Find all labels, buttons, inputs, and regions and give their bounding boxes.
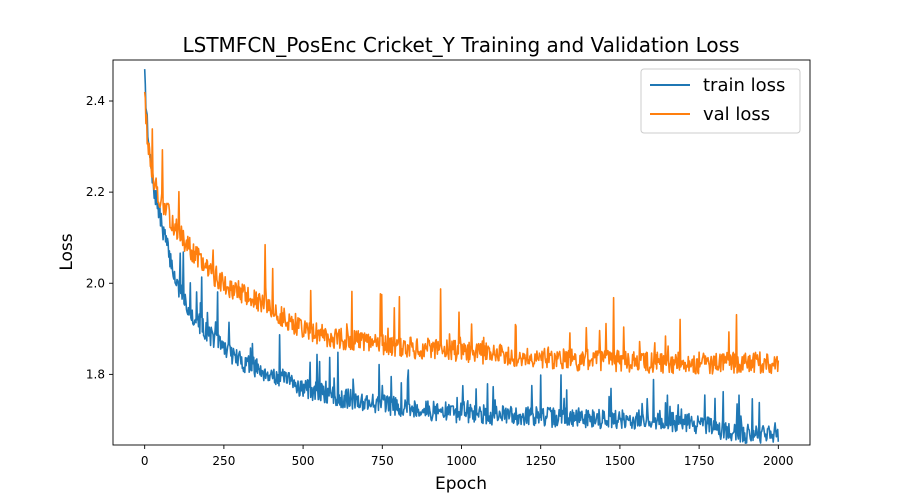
x-axis: 0 250 500 750 1000 1250 1500 1750 2000 — [141, 445, 794, 468]
y-axis-label: Loss — [57, 233, 77, 270]
legend-label-train: train loss — [703, 75, 785, 96]
y-tick-label: 2.2 — [86, 185, 105, 199]
series-layer — [143, 69, 780, 445]
y-tick-label: 2.0 — [86, 276, 105, 290]
x-tick-label: 250 — [212, 454, 235, 468]
x-tick-label: 750 — [371, 454, 394, 468]
x-tick-label: 0 — [141, 454, 149, 468]
x-tick-label: 2000 — [763, 454, 794, 468]
x-axis-label: Epoch — [435, 474, 487, 494]
y-tick-label: 1.8 — [86, 367, 105, 381]
x-tick-label: 1250 — [525, 454, 556, 468]
y-axis: 1.8 2.0 2.2 2.4 — [86, 94, 113, 381]
train-loss-line — [143, 69, 780, 445]
x-tick-label: 1500 — [605, 454, 636, 468]
legend-label-val: val loss — [703, 104, 770, 125]
x-tick-label: 500 — [292, 454, 315, 468]
x-tick-label: 1000 — [446, 454, 477, 468]
y-tick-label: 2.4 — [86, 94, 105, 108]
chart-title: LSTMFCN_PosEnc Cricket_Y Training and Va… — [183, 33, 740, 57]
val-loss-line — [143, 91, 780, 375]
legend: train loss val loss — [640, 68, 801, 134]
x-tick-label: 1750 — [684, 454, 715, 468]
